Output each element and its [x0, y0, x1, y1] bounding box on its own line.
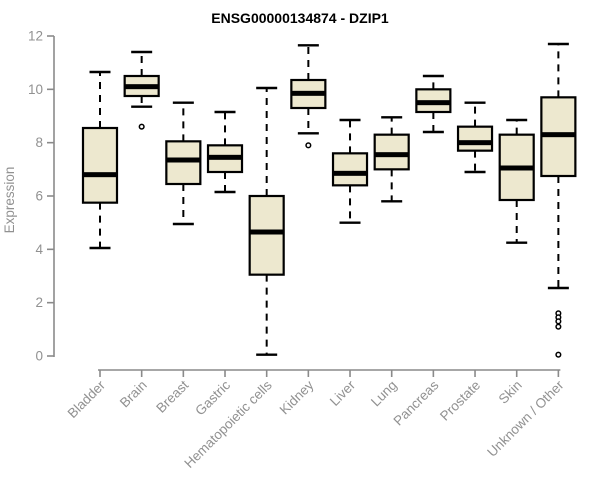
y-tick-label: 4 [35, 242, 43, 257]
y-axis: 0 2 4 6 8 10 12 [28, 29, 55, 364]
outlier-point [555, 323, 562, 330]
median-bar [416, 100, 451, 106]
boxplot-box-brain [123, 50, 160, 130]
y-tick-label: 2 [35, 295, 43, 310]
median-bar [249, 229, 284, 235]
outlier-point [305, 142, 312, 149]
x-tick-label-kidney: Kidney [277, 377, 317, 417]
outlier-point [138, 123, 145, 130]
y-tick-label: 0 [35, 349, 43, 364]
x-tick-label-gastric: Gastric [192, 377, 233, 418]
median-bar [166, 157, 201, 163]
median-bar [83, 172, 117, 178]
boxplot-box-unknown-other [540, 42, 577, 358]
x-tick-label-unknown-other: Unknown / Other [484, 377, 567, 460]
median-bar [208, 154, 243, 160]
x-tick-label-prostate: Prostate [437, 378, 483, 424]
median-bar [499, 165, 534, 171]
boxplot-box-liver [331, 118, 369, 224]
outlier-point [555, 318, 562, 325]
boxplot-box-gastric [206, 110, 244, 194]
outlier-point [555, 351, 562, 358]
y-axis-title: Expression [2, 167, 17, 234]
iqr-box [456, 125, 494, 152]
median-bar [458, 140, 493, 146]
median-bar [541, 132, 576, 138]
boxplot-box-hematopoietic-cells [248, 86, 285, 356]
iqr-box [331, 152, 369, 187]
boxplot-box-lung [373, 116, 410, 203]
y-tick-label: 8 [35, 135, 43, 150]
boxplot-box-pancreas [415, 74, 452, 134]
boxplot-box-breast [165, 101, 202, 226]
iqr-box [165, 140, 202, 186]
median-bar [124, 84, 159, 90]
median-bar [291, 90, 326, 96]
boxplot-box-prostate [456, 101, 494, 174]
iqr-box [248, 194, 285, 276]
chart-title: ENSG00000134874 - DZIP1 [211, 10, 389, 26]
x-tick-label-brain: Brain [117, 378, 150, 411]
x-tick-label-skin: Skin [496, 378, 525, 407]
x-tick-label-liver: Liver [327, 377, 359, 409]
y-tick-label: 6 [35, 189, 43, 204]
x-tick-label-bladder: Bladder [65, 377, 109, 421]
y-tick-label: 10 [28, 82, 43, 97]
median-bar [374, 152, 409, 158]
x-tick-label-pancreas: Pancreas [391, 377, 442, 428]
iqr-box [373, 133, 410, 171]
boxplot-box-kidney [290, 44, 327, 149]
median-bar [333, 170, 368, 176]
x-tick-label-lung: Lung [368, 378, 400, 410]
iqr-box [81, 126, 119, 204]
y-tick-label: 12 [28, 29, 43, 44]
x-tick-label-breast: Breast [153, 377, 191, 415]
boxplot-box-bladder [81, 70, 119, 250]
boxplot-box-skin [498, 118, 535, 244]
